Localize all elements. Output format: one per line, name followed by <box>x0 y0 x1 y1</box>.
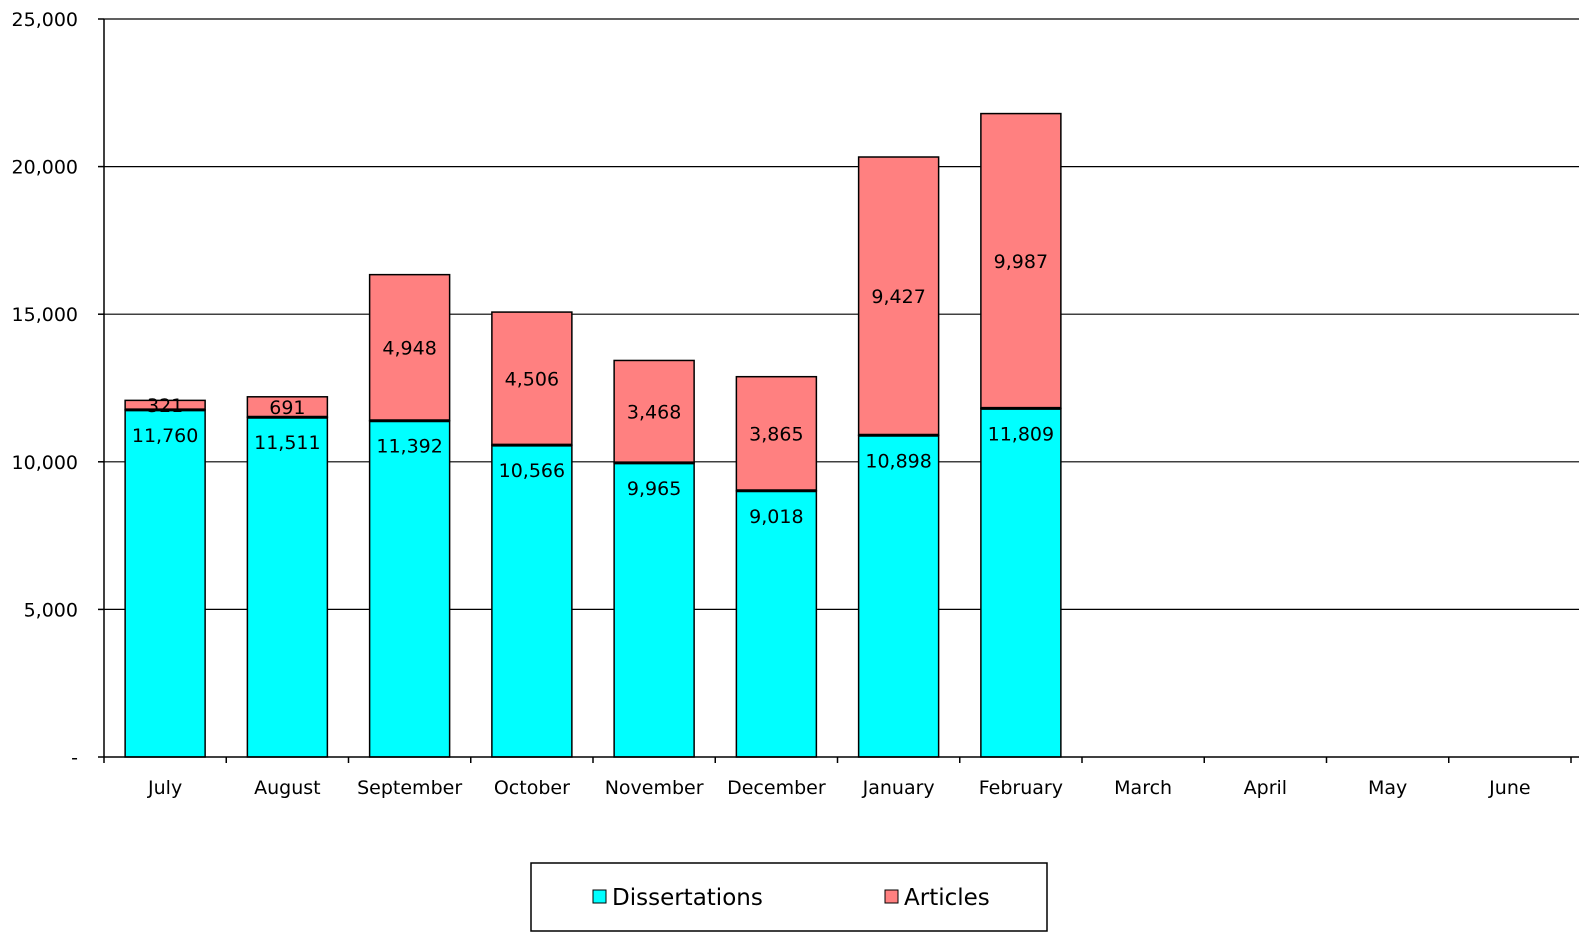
data-label-articles: 3,865 <box>749 424 803 446</box>
x-tick-label: February <box>979 777 1063 799</box>
y-axis-ticks: - 5,000 10,000 15,000 20,000 25,000 <box>12 9 104 769</box>
bar-dissertations <box>491 444 573 758</box>
x-tick-label: April <box>1244 777 1287 799</box>
data-label-dissertations: 10,566 <box>499 460 565 482</box>
data-label-dissertations: 9,018 <box>749 506 803 528</box>
bar-dissertations <box>124 409 206 758</box>
data-label-dissertations: 11,760 <box>132 425 198 447</box>
gridlines <box>104 18 1579 611</box>
legend-label-articles: Articles <box>904 885 990 911</box>
data-label-articles: 9,427 <box>871 286 925 308</box>
bars <box>124 112 1062 758</box>
legend-label-dissertations: Dissertations <box>612 885 763 911</box>
x-tick-label: October <box>494 777 570 799</box>
x-axis-ticks: July August September October November Decemb… <box>103 757 1572 799</box>
y-tick-label: 15,000 <box>12 304 78 326</box>
data-label-dissertations: 11,392 <box>376 436 442 458</box>
legend: Dissertations Articles <box>530 862 1048 932</box>
data-label-articles: 4,948 <box>382 338 436 360</box>
x-tick-label: December <box>727 777 826 799</box>
data-label-articles: 691 <box>269 397 305 419</box>
x-tick-label: September <box>357 777 462 799</box>
data-label-articles: 9,987 <box>994 251 1048 273</box>
bar-dissertations <box>368 419 451 758</box>
x-tick-label: June <box>1488 777 1530 799</box>
bar-articles <box>613 359 695 464</box>
x-tick-label: May <box>1368 777 1407 799</box>
y-tick-label: 10,000 <box>12 452 78 474</box>
bar-articles <box>735 375 818 492</box>
bar-dissertations <box>735 490 818 758</box>
x-tick-label: August <box>254 777 321 799</box>
legend-swatch-dissertations <box>592 889 607 904</box>
data-label-articles: 321 <box>147 395 183 417</box>
y-tick-label: 25,000 <box>12 9 78 31</box>
data-label-dissertations: 10,898 <box>865 450 931 472</box>
y-tick-label: 20,000 <box>12 157 78 179</box>
x-tick-label: November <box>605 777 704 799</box>
x-tick-label: March <box>1114 777 1172 799</box>
legend-swatch-articles <box>884 889 899 904</box>
axes <box>103 19 1579 758</box>
bar-dissertations <box>246 416 329 758</box>
bar-dissertations <box>857 434 940 758</box>
x-tick-label: July <box>147 777 182 799</box>
x-tick-label: January <box>862 777 935 799</box>
bar-dissertations <box>613 462 695 758</box>
data-labels: 11,760 321 11,511 691 11,392 4,948 10,566 4,506… <box>132 251 1054 528</box>
data-label-articles: 3,468 <box>627 402 681 424</box>
legend-box <box>530 862 1048 932</box>
bar-articles <box>857 156 940 437</box>
bar-articles <box>980 112 1062 410</box>
bar-dissertations <box>980 407 1062 758</box>
y-tick-label: - <box>71 747 78 769</box>
data-label-dissertations: 11,809 <box>988 423 1054 445</box>
data-label-dissertations: 9,965 <box>627 478 681 500</box>
y-tick-label: 5,000 <box>24 599 78 621</box>
data-label-articles: 4,506 <box>505 369 559 391</box>
bar-articles <box>491 311 573 446</box>
data-label-dissertations: 11,511 <box>254 432 320 454</box>
